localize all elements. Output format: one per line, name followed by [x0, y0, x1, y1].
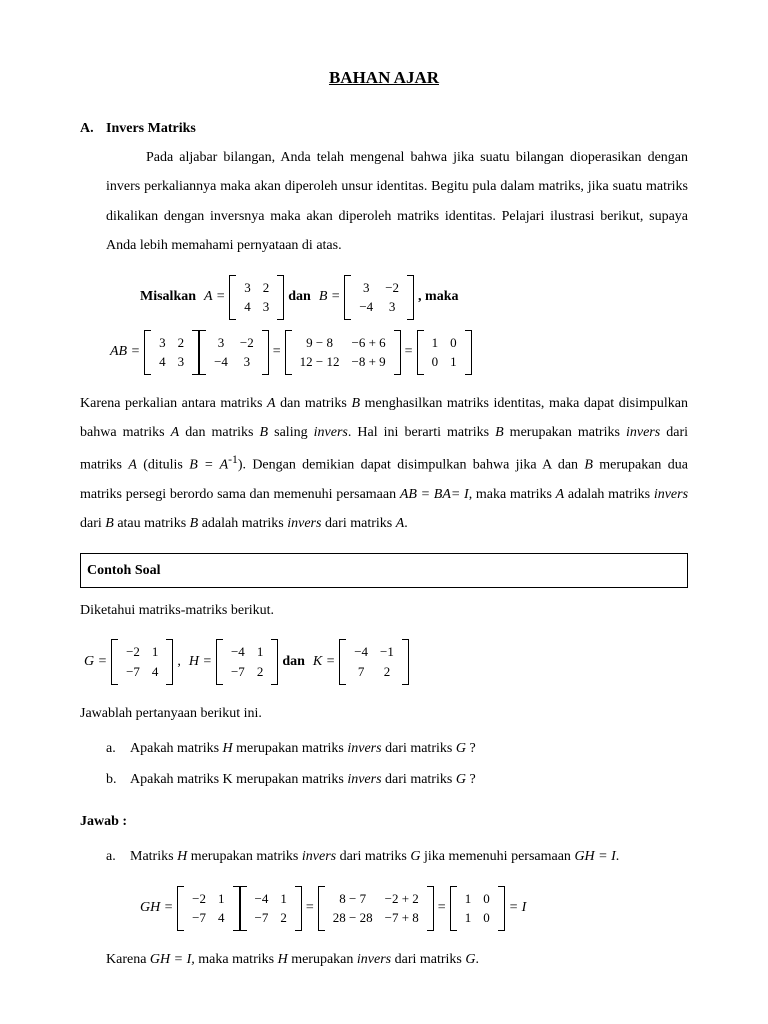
matrix-g: −21−74 [111, 639, 173, 684]
matrix-h: −41−72 [216, 639, 278, 684]
eq-a: A = [204, 289, 225, 306]
matrix-r2: 1001 [417, 330, 472, 375]
qa-text: Apakah matriks H merupakan matriks inver… [130, 734, 476, 763]
text-dan-2: dan [282, 654, 305, 671]
matrix-b2: 3−2−43 [199, 330, 269, 375]
eq-k: K = [313, 654, 335, 671]
qb-text: Apakah matriks K merupakan matriks inver… [130, 765, 476, 794]
section-a-title: Invers Matriks [106, 121, 196, 136]
eq-b: B = [319, 289, 341, 306]
text-misalkan: Misalkan [140, 289, 196, 306]
equals-1: = [273, 344, 281, 361]
question-list: a. Apakah matriks H merupakan matriks in… [80, 734, 688, 795]
eq-ab: AB = [110, 344, 140, 361]
qa-label: a. [106, 734, 130, 763]
page-title: BAHAN AJAR [80, 60, 688, 96]
answer-list: a. Matriks H merupakan matriks invers da… [80, 842, 688, 871]
matrix-g2: −21−74 [177, 886, 239, 931]
matrix-h2: −41−72 [240, 886, 302, 931]
text-maka: , maka [418, 289, 458, 306]
ans-label: a. [106, 842, 130, 871]
def-row-2: AB = 3243 3−2−43 = 9 − 8−6 + 612 − 12−8 … [106, 330, 688, 375]
section-a-heading: A.Invers Matriks [80, 114, 688, 143]
question-a: a. Apakah matriks H merupakan matriks in… [106, 734, 688, 763]
equals-3: = [306, 900, 314, 917]
eq-h: H = [189, 654, 212, 671]
para-intro: Pada aljabar bilangan, Anda telah mengen… [80, 143, 688, 261]
math-block-gh: GH = −21−74 −41−72 = 8 − 7−2 + 228 − 28−… [136, 886, 688, 931]
q-intro: Jawablah pertanyaan berikut ini. [80, 699, 688, 728]
eq-gh: GH = [140, 900, 173, 917]
math-block-ghk: G = −21−74 , H = −41−72 dan K = −4−172 [80, 639, 688, 684]
gh-row: GH = −21−74 −41−72 = 8 − 7−2 + 228 − 28−… [136, 886, 688, 931]
matrix-gh-r1: 8 − 7−2 + 228 − 28−7 + 8 [318, 886, 434, 931]
matrix-k: −4−172 [339, 639, 409, 684]
equals-2: = [405, 344, 413, 361]
para-explanation: Karena perkalian antara matriks A dan ma… [80, 389, 688, 539]
ans-text: Matriks H merupakan matriks invers dari … [130, 842, 619, 871]
text-dan-1: dan [288, 289, 311, 306]
matrix-a: 3243 [229, 275, 284, 320]
matrix-r1: 9 − 8−6 + 612 − 12−8 + 9 [285, 330, 401, 375]
eq-g: G = [84, 654, 107, 671]
answer-a: a. Matriks H merupakan matriks invers da… [106, 842, 688, 871]
contoh-intro: Diketahui matriks-matriks berikut. [80, 596, 688, 625]
question-b: b. Apakah matriks K merupakan matriks in… [106, 765, 688, 794]
def-row-1: Misalkan A = 3243 dan B = 3−2−43 , maka [136, 275, 688, 320]
matrix-gh-r2: 1010 [450, 886, 505, 931]
jawab-label: Jawab : [80, 807, 688, 836]
equals-4: = [438, 900, 446, 917]
conclusion: Karena GH = I, maka matriks H merupakan … [80, 945, 688, 974]
math-block-definitions: Misalkan A = 3243 dan B = 3−2−43 , maka … [136, 275, 688, 375]
section-a-label: A. [80, 114, 106, 143]
matrix-b: 3−2−43 [344, 275, 414, 320]
matrix-a2: 3243 [144, 330, 199, 375]
document-page: BAHAN AJAR A.Invers Matriks Pada aljabar… [0, 0, 768, 1020]
equals-i: = I [509, 900, 527, 917]
qb-label: b. [106, 765, 130, 794]
ghk-row: G = −21−74 , H = −41−72 dan K = −4−172 [80, 639, 688, 684]
contoh-soal-heading: Contoh Soal [80, 553, 688, 588]
comma-1: , [177, 654, 181, 671]
